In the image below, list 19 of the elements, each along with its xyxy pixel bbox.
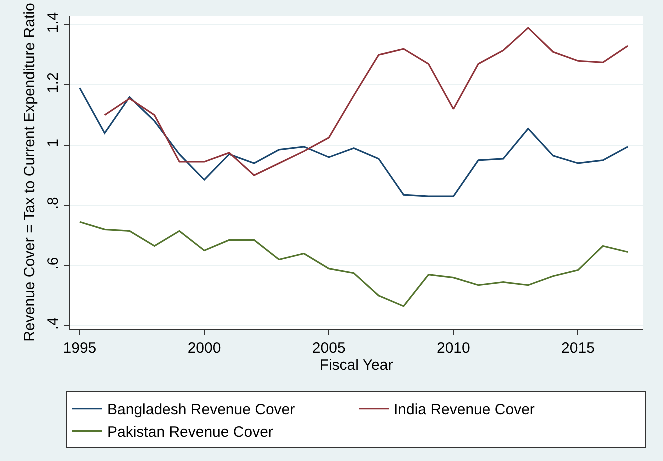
y-tick-label: 1.4 [45,12,62,34]
y-tick-label: .8 [45,197,62,210]
x-tick-label: 2005 [312,340,346,357]
y-axis-title: Revenue Cover = Tax to Current Expenditure Ratio [21,3,38,342]
x-tick-label: 1995 [63,340,97,357]
y-tick-label: 1.2 [45,72,62,94]
y-tick-label: .4 [45,317,62,330]
line-series [104,27,629,176]
x-tick-label: 2015 [562,340,595,357]
line-series [79,221,629,308]
y-tick-label: .6 [45,257,62,270]
legend-label: Bangladesh Revenue Cover [108,402,296,419]
x-tick-label: 2000 [188,340,222,357]
x-axis-title: Fiscal Year [320,357,394,374]
y-tick-label: 1 [45,138,62,148]
legend-label: Pakistan Revenue Cover [108,424,274,442]
x-tick-label: 2010 [436,340,470,357]
legend-label: India Revenue Cover [394,402,535,419]
line-series [79,87,629,198]
